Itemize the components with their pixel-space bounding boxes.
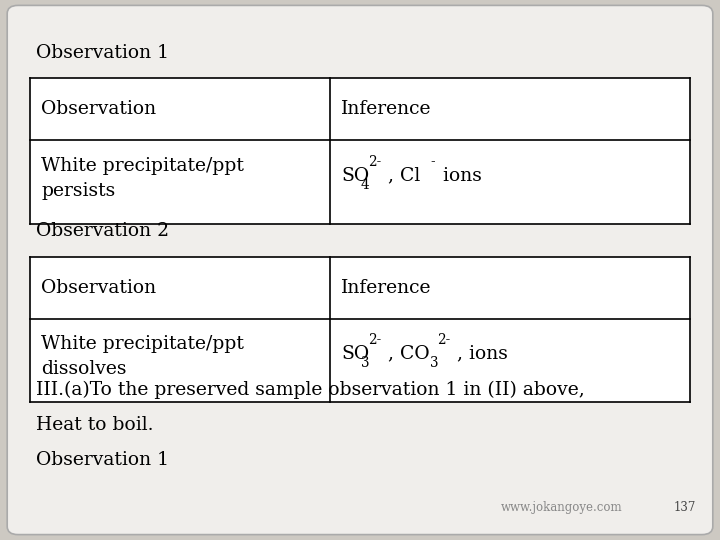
Text: Observation 2: Observation 2 [36,222,169,240]
Text: Observation: Observation [41,279,156,296]
Text: Observation 1: Observation 1 [36,451,169,469]
Text: SO: SO [341,345,369,363]
FancyBboxPatch shape [7,5,713,535]
Text: Observation: Observation [41,100,156,118]
Text: SO: SO [341,166,369,185]
Text: Heat to boil.: Heat to boil. [36,416,153,434]
Text: 4: 4 [361,178,369,192]
Text: ions: ions [438,166,482,185]
Text: 2-: 2- [368,155,381,169]
Bar [30,256,690,402]
Text: White precipitate/ppt
persists: White precipitate/ppt persists [41,157,244,200]
Text: 3: 3 [361,356,369,370]
Text: 2-: 2- [368,333,381,347]
Text: Inference: Inference [341,100,431,118]
Text: Inference: Inference [341,279,431,296]
Text: , Cl: , Cl [382,166,420,185]
Text: 3: 3 [431,356,439,370]
Text: III.(a)To the preserved sample observation 1 in (II) above,: III.(a)To the preserved sample observati… [36,381,585,399]
Text: Observation 1: Observation 1 [36,44,169,62]
Text: White precipitate/ppt
dissolves: White precipitate/ppt dissolves [41,335,244,378]
Text: 2-: 2- [438,333,451,347]
Text: , ions: , ions [451,345,508,363]
Text: , CO: , CO [382,345,429,363]
Bar [30,78,690,224]
Text: -: - [431,155,435,169]
Text: www.jokangoye.com: www.jokangoye.com [500,501,622,514]
Text: 137: 137 [673,501,696,514]
